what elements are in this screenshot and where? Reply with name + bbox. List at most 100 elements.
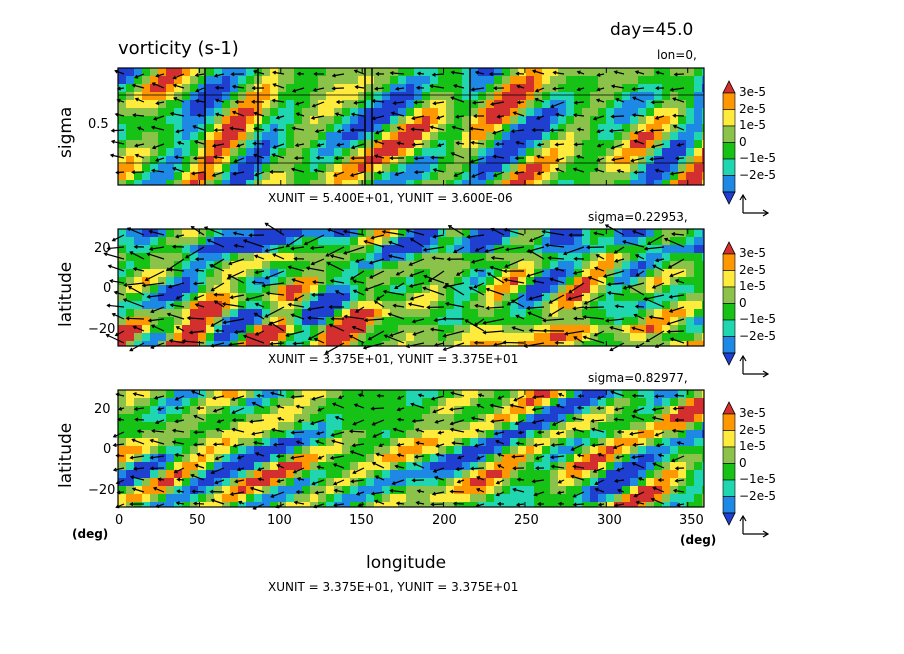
field-cell bbox=[430, 164, 439, 173]
field-cell bbox=[342, 132, 351, 141]
wind-vector-head bbox=[192, 156, 198, 161]
wind-vector-head bbox=[310, 115, 315, 120]
wind-vector-head bbox=[192, 124, 197, 129]
field-cell bbox=[510, 84, 519, 93]
field-cell bbox=[310, 470, 319, 479]
colorbar-3-label: 0 bbox=[739, 455, 747, 470]
wind-vector-head bbox=[654, 168, 659, 173]
field-cell bbox=[262, 422, 271, 431]
wind-vector-head bbox=[512, 466, 517, 471]
field-cell bbox=[142, 76, 151, 85]
field-cell bbox=[518, 462, 527, 471]
field-cell bbox=[502, 172, 511, 181]
field-cell bbox=[254, 454, 263, 463]
field-cell bbox=[374, 494, 383, 503]
field-cell bbox=[574, 116, 583, 125]
field-cell bbox=[526, 285, 535, 294]
field-cell bbox=[158, 309, 167, 318]
field-cell bbox=[198, 237, 207, 246]
wind-vector bbox=[563, 246, 585, 255]
field-cell bbox=[430, 494, 439, 503]
field-cell bbox=[182, 68, 191, 77]
wind-vector bbox=[156, 503, 165, 508]
field-cell bbox=[550, 494, 559, 503]
field-cell bbox=[358, 309, 367, 318]
field-cell bbox=[590, 245, 599, 254]
field-cell bbox=[678, 237, 687, 246]
field-cell bbox=[566, 68, 575, 77]
wind-vector-head bbox=[572, 464, 577, 469]
field-cell bbox=[558, 116, 567, 125]
field-cell bbox=[542, 414, 551, 423]
field-cell bbox=[414, 92, 423, 101]
field-cell bbox=[438, 406, 447, 415]
field-cell bbox=[398, 100, 407, 109]
field-cell bbox=[542, 148, 551, 157]
wind-vector-head bbox=[492, 173, 498, 178]
field-cell bbox=[606, 341, 615, 347]
field-cell bbox=[494, 494, 503, 503]
wind-vector bbox=[313, 281, 325, 284]
wind-vector bbox=[194, 294, 205, 300]
field-cell bbox=[630, 398, 639, 407]
field-cell bbox=[702, 486, 705, 495]
field-cell bbox=[158, 68, 167, 77]
field-cell bbox=[566, 502, 575, 508]
wind-vector bbox=[473, 282, 485, 288]
field-cell bbox=[126, 333, 135, 342]
wind-vector-head bbox=[414, 454, 419, 459]
wind-vector bbox=[633, 443, 645, 446]
field-cell bbox=[390, 116, 399, 125]
field-cell bbox=[366, 486, 375, 495]
field-cell bbox=[166, 438, 175, 447]
field-cell bbox=[574, 333, 583, 342]
field-cell bbox=[166, 269, 175, 278]
wind-vector bbox=[475, 429, 485, 433]
field-cell bbox=[438, 237, 447, 246]
field-cell bbox=[518, 317, 527, 326]
field-cell bbox=[350, 108, 359, 117]
field-cell bbox=[438, 422, 447, 431]
field-cell bbox=[238, 462, 247, 471]
field-cell bbox=[526, 478, 535, 487]
field-cell bbox=[438, 269, 447, 278]
field-cell bbox=[510, 293, 519, 302]
field-cell bbox=[582, 124, 591, 133]
field-cell bbox=[590, 277, 599, 286]
field-cell bbox=[350, 116, 359, 125]
field-cell bbox=[398, 76, 407, 85]
field-cell bbox=[702, 132, 705, 141]
wind-vector-head bbox=[129, 455, 134, 460]
field-cell bbox=[334, 494, 343, 503]
field-cell bbox=[142, 156, 151, 165]
field-cell bbox=[534, 398, 543, 407]
field-cell bbox=[494, 108, 503, 117]
field-cell bbox=[510, 309, 519, 318]
wind-vector-head bbox=[234, 99, 239, 104]
field-cell bbox=[526, 502, 535, 508]
field-cell bbox=[270, 414, 279, 423]
field-cell bbox=[566, 140, 575, 149]
field-cell bbox=[702, 502, 705, 508]
wind-vector bbox=[350, 171, 365, 177]
field-cell bbox=[134, 76, 143, 85]
field-cell bbox=[238, 390, 247, 399]
wind-vector bbox=[254, 112, 265, 117]
wind-vector-head bbox=[604, 224, 609, 228]
field-cell bbox=[446, 414, 455, 423]
field-cell bbox=[326, 478, 335, 487]
wind-vector bbox=[573, 306, 585, 310]
field-cell bbox=[126, 301, 135, 310]
field-cell bbox=[510, 229, 519, 238]
field-cell bbox=[454, 470, 463, 479]
wind-vector bbox=[451, 96, 465, 103]
field-cell bbox=[198, 76, 207, 85]
field-cell bbox=[678, 454, 687, 463]
field-cell bbox=[438, 68, 447, 77]
field-cell bbox=[582, 253, 591, 262]
wind-vector-head bbox=[109, 279, 114, 284]
wind-vector bbox=[291, 395, 305, 398]
wind-vector-head bbox=[312, 280, 317, 285]
field-cell bbox=[158, 293, 167, 302]
wind-vector-head bbox=[314, 129, 319, 134]
